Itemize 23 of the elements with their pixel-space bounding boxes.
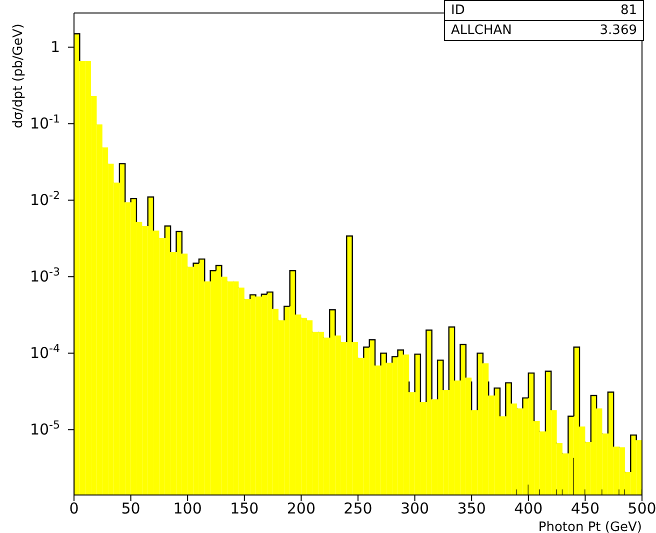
annotation: ID bbox=[451, 3, 465, 18]
annotation: ALLCHAN bbox=[451, 23, 512, 38]
x-tick-label: 350 bbox=[457, 500, 486, 518]
x-tick-label: 300 bbox=[400, 500, 430, 518]
y-tick-label: 10$^{-1}$ bbox=[30, 112, 60, 133]
x-axis-title: Photon Pt (GeV) bbox=[538, 520, 642, 533]
x-tick-label: 400 bbox=[514, 500, 543, 518]
x-tick-label: 200 bbox=[286, 500, 316, 518]
x-tick-label: 150 bbox=[230, 500, 259, 518]
x-tick-label: 0 bbox=[69, 500, 79, 518]
annotation: 3.369 bbox=[600, 23, 637, 38]
x-tick-label: 100 bbox=[173, 500, 202, 518]
y-tick-label: 10$^{-2}$ bbox=[30, 188, 60, 210]
x-tick-label: 500 bbox=[628, 500, 656, 518]
annotation: 81 bbox=[620, 3, 637, 18]
y-axis-title: dσ/dpt (pb/GeV) bbox=[11, 24, 26, 128]
y-tick-label: 10$^{-5}$ bbox=[30, 418, 60, 439]
y-tick-label: 10$^{-4}$ bbox=[30, 342, 60, 362]
x-tick-label: 50 bbox=[121, 500, 140, 518]
x-tick-label: 450 bbox=[570, 500, 600, 518]
x-tick-label: 250 bbox=[344, 500, 372, 518]
y-tick-label: 1 bbox=[50, 38, 60, 56]
y-tick-label: 10$^{-3}$ bbox=[30, 265, 60, 286]
